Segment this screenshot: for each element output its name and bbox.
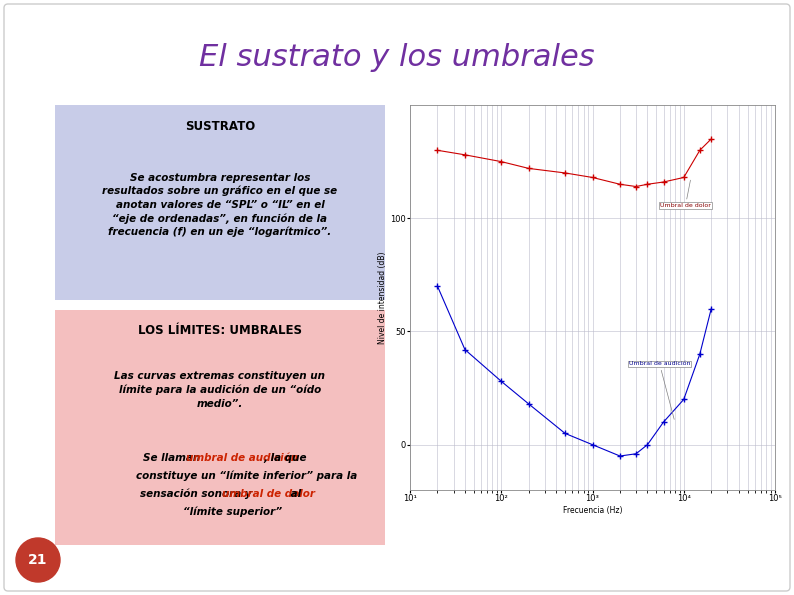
Text: El sustrato y los umbrales: El sustrato y los umbrales [199,43,595,73]
Circle shape [16,538,60,582]
X-axis label: Frecuencia (Hz): Frecuencia (Hz) [563,506,622,515]
Text: LOS LÍMITES: UMBRALES: LOS LÍMITES: UMBRALES [138,324,302,337]
Text: umbral de dolor: umbral de dolor [222,489,315,499]
Text: constituye un “límite inferior” para la: constituye un “límite inferior” para la [136,471,357,481]
Y-axis label: Nivel de intensidad (dB): Nivel de intensidad (dB) [378,251,387,344]
Text: Las curvas extremas constituyen un
límite para la audición de un “oído
medio”.: Las curvas extremas constituyen un límit… [114,371,326,409]
FancyBboxPatch shape [55,105,385,300]
Text: sensación sonora y: sensación sonora y [141,488,256,499]
Text: Umbral de audición: Umbral de audición [629,361,690,419]
Text: umbral de audición: umbral de audición [186,453,298,463]
Text: SUSTRATO: SUSTRATO [185,121,255,133]
Text: Se acostumbra representar los
resultados sobre un gráfico en el que se
anotan va: Se acostumbra representar los resultados… [102,173,337,237]
Text: al: al [287,489,301,499]
Text: 21: 21 [29,553,48,567]
Text: “límite superior”: “límite superior” [183,507,283,517]
FancyBboxPatch shape [4,4,790,591]
Text: Umbral de dolor: Umbral de dolor [660,180,711,208]
Text: Se llaman: Se llaman [143,453,203,463]
Text: , la que: , la que [263,453,306,463]
FancyBboxPatch shape [55,310,385,545]
